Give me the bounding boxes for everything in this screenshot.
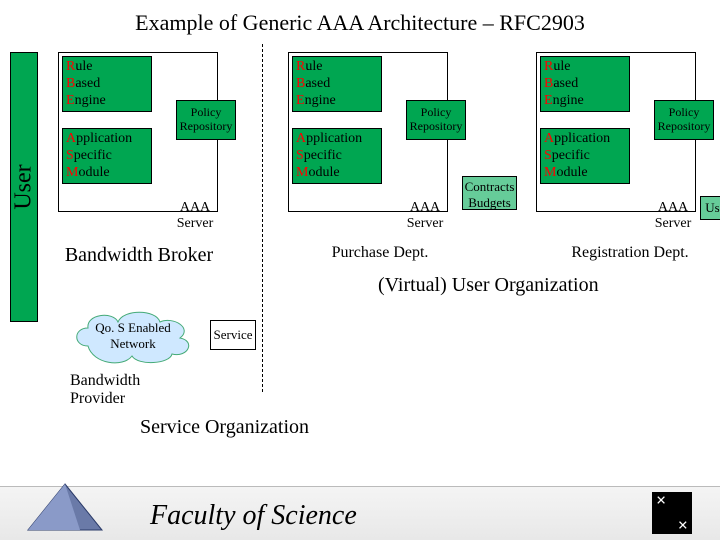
dept-label: Registration Dept. [550,244,710,262]
footer-bar: Faculty of Science [0,486,720,540]
section-divider [262,44,263,392]
virtual-user-org-label: (Virtual) User Organization [378,274,599,297]
service-box: Service [210,320,256,350]
user-bar-label: User [11,164,38,209]
policy-repository-box: PolicyRepository [176,100,236,140]
rule-based-engine-box: RuleBasedEngine [62,56,152,112]
rule-based-engine-box: RuleBasedEngine [292,56,382,112]
bandwidth-provider-label: BandwidthProvider [70,372,140,408]
application-specific-module-box: ApplicationSpecificModule [292,128,382,184]
slide-title: Example of Generic AAA Architecture – RF… [0,10,720,36]
users-box: Users [700,196,720,220]
rule-based-engine-box: RuleBasedEngine [540,56,630,112]
policy-repository-box: PolicyRepository [406,100,466,140]
policy-repository-box: PolicyRepository [654,100,714,140]
aaa-server-label: AAAServer [170,200,220,232]
dept-label: Purchase Dept. [310,244,450,262]
application-specific-module-box: ApplicationSpecificModule [62,128,152,184]
faculty-label: Faculty of Science [150,500,357,532]
aaa-server-label: AAAServer [400,200,450,232]
user-bar: User [10,52,38,322]
uva-logo-icon [652,492,692,534]
qos-network-cloud: Qo. S EnabledNetwork [68,306,198,364]
application-specific-module-box: ApplicationSpecificModule [540,128,630,184]
service-org-label: Service Organization [140,416,309,439]
contracts-budgets-box: ContractsBudgets [462,176,517,210]
aaa-server-label: AAAServer [648,200,698,232]
pyramid-icon [20,478,110,538]
dept-label: Bandwidth Broker [64,244,214,267]
